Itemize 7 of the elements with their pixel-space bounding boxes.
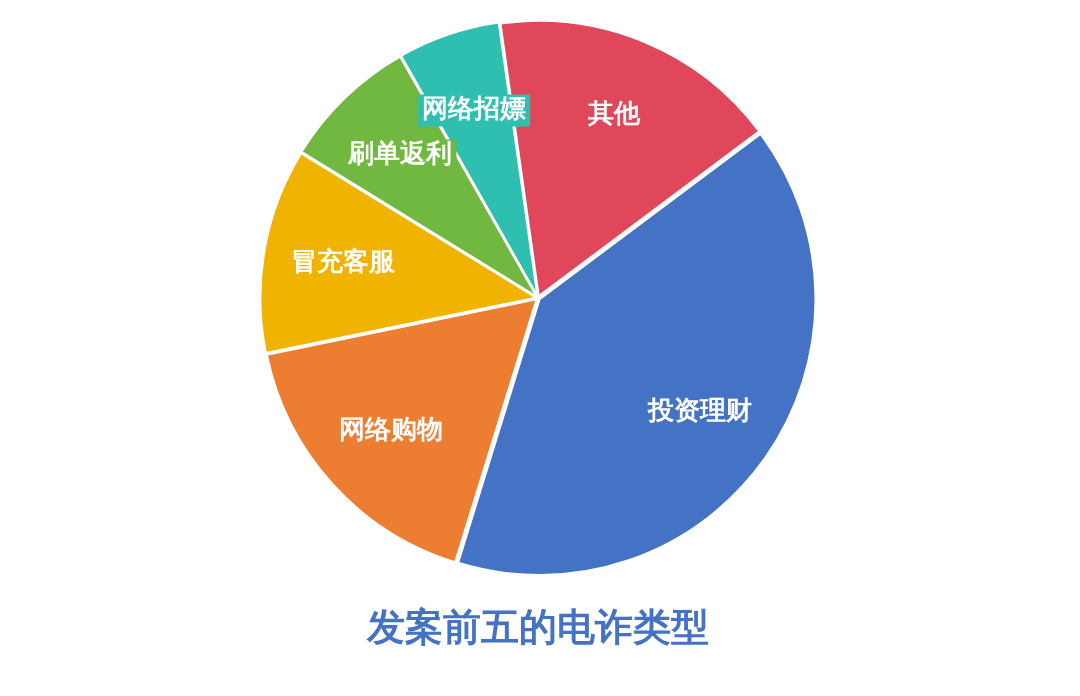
slice-label: 其他: [587, 97, 642, 128]
slice-label: 刷单返利: [347, 138, 453, 169]
slice-label: 投资理财: [646, 394, 752, 425]
slice-label: 冒充客服: [291, 246, 397, 277]
text: 发案前五的电诈类型: [365, 604, 710, 651]
slice-label: 网络购物: [339, 413, 444, 444]
slice-label: 网络招嫖: [422, 93, 527, 124]
